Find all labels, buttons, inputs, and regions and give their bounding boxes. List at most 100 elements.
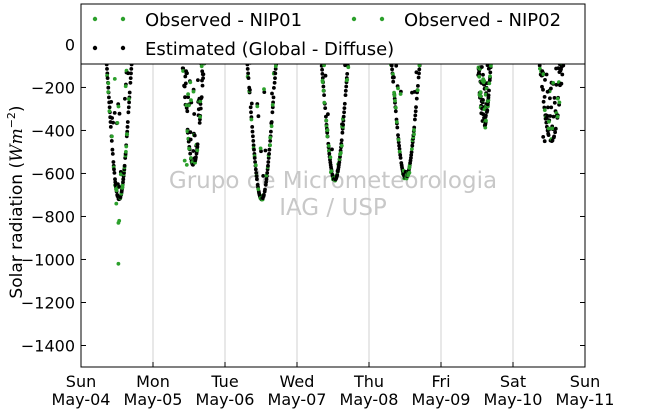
- estimated-point: [417, 71, 421, 76]
- estimated-point: [269, 129, 273, 134]
- observed-point: [394, 120, 399, 124]
- legend-marker-nip02-a: [351, 16, 357, 22]
- estimated-point: [129, 71, 133, 76]
- estimated-point: [417, 67, 422, 72]
- estimated-point: [545, 89, 550, 94]
- estimated-point: [553, 126, 558, 131]
- observed-point: [555, 96, 560, 101]
- observed-point: [407, 170, 412, 175]
- estimated-point: [107, 105, 112, 110]
- observed-point: [477, 74, 482, 79]
- observed-point: [487, 81, 492, 86]
- observed-point: [541, 72, 546, 77]
- estimated-point: [266, 156, 271, 160]
- y-axis: 0 −200 −400 −600 −800 −1000 −1200 −1400: [21, 35, 585, 355]
- estimated-point: [397, 147, 402, 151]
- observed-point: [484, 118, 488, 123]
- estimated-point: [253, 167, 258, 172]
- observed-point: [488, 74, 492, 79]
- observed-point: [328, 155, 333, 160]
- estimated-point: [342, 101, 347, 106]
- estimated-point: [327, 151, 332, 156]
- estimated-point: [487, 88, 491, 93]
- estimated-point: [122, 163, 127, 168]
- estimated-point: [125, 125, 130, 129]
- estimated-point: [267, 152, 271, 156]
- estimated-point: [413, 117, 417, 122]
- estimated-point: [262, 193, 266, 197]
- legend-marker-estimated-a: [92, 45, 98, 51]
- x-tick-label-day: Fri: [431, 372, 450, 391]
- estimated-point: [195, 142, 200, 147]
- observed-point: [117, 218, 122, 223]
- observed-point: [268, 143, 272, 148]
- estimated-point: [335, 172, 340, 177]
- observed-point: [126, 97, 131, 101]
- estimated-point: [550, 138, 555, 143]
- observed-point: [110, 134, 114, 139]
- estimated-point: [196, 78, 200, 82]
- observed-point: [478, 94, 483, 98]
- estimated-point: [342, 110, 346, 115]
- estimated-point: [188, 130, 193, 135]
- observed-point: [106, 90, 111, 94]
- estimated-point: [321, 84, 326, 89]
- observed-point: [255, 104, 260, 109]
- estimated-point: [201, 72, 206, 77]
- estimated-point: [537, 63, 542, 68]
- estimated-point: [541, 135, 546, 139]
- estimated-point: [191, 149, 196, 153]
- x-tick-label-date: May-09: [412, 390, 471, 409]
- estimated-point: [111, 120, 115, 125]
- estimated-point: [248, 88, 252, 92]
- estimated-point: [200, 83, 205, 88]
- estimated-point: [248, 105, 253, 110]
- estimated-point: [259, 149, 263, 154]
- estimated-point: [544, 115, 549, 120]
- estimated-point: [107, 95, 111, 100]
- estimated-point: [249, 101, 254, 106]
- estimated-point: [343, 93, 348, 97]
- estimated-point: [398, 153, 403, 157]
- observed-point: [338, 151, 343, 155]
- observed-point: [478, 90, 483, 95]
- estimated-point: [126, 105, 131, 110]
- estimated-point: [122, 171, 126, 175]
- legend-marker-nip01-b: [120, 16, 126, 22]
- estimated-point: [409, 153, 414, 157]
- observed-point: [198, 99, 203, 104]
- estimated-point: [551, 114, 556, 119]
- observed-point: [249, 117, 254, 122]
- estimated-point: [320, 67, 324, 72]
- observed-point: [324, 118, 329, 123]
- observed-point: [184, 163, 189, 167]
- y-tick-label: −400: [31, 121, 75, 140]
- observed-point: [391, 72, 395, 77]
- x-tick-label-day: Sat: [500, 372, 526, 391]
- estimated-point: [198, 102, 203, 106]
- x-tick-label-date: May-10: [484, 390, 543, 409]
- estimated-point: [246, 71, 251, 76]
- estimated-point: [273, 71, 278, 76]
- observed-point: [107, 109, 112, 114]
- x-tick-label-date: May-08: [340, 390, 399, 409]
- observed-point: [187, 146, 192, 151]
- estimated-point: [201, 76, 206, 80]
- estimated-point: [544, 72, 549, 77]
- observed-point: [256, 187, 261, 192]
- estimated-point: [109, 100, 114, 104]
- estimated-point: [128, 80, 133, 85]
- estimated-point: [323, 73, 328, 78]
- estimated-point: [549, 105, 554, 110]
- estimated-point: [127, 90, 132, 95]
- estimated-point: [121, 180, 125, 185]
- estimated-point: [250, 125, 255, 129]
- observed-point: [392, 90, 396, 95]
- observed-point: [273, 64, 278, 69]
- estimated-point: [414, 105, 418, 109]
- estimated-point: [121, 177, 126, 182]
- observed-point: [188, 80, 193, 85]
- estimated-point: [546, 105, 550, 110]
- observed-point: [181, 69, 186, 73]
- estimated-point: [105, 67, 109, 71]
